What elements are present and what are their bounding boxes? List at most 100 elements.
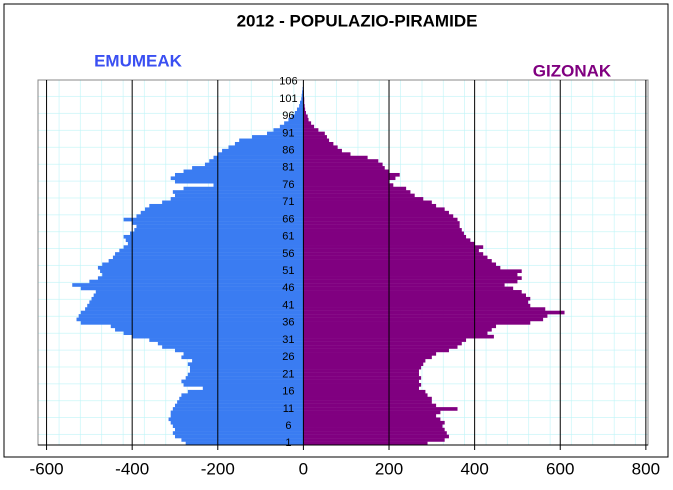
bar xyxy=(303,142,333,146)
x-tick-label: 600 xyxy=(546,459,574,478)
bar xyxy=(303,362,423,366)
bar xyxy=(303,342,461,346)
age-label: 61 xyxy=(282,231,294,243)
x-tick-label: 400 xyxy=(460,459,488,478)
bar xyxy=(92,297,304,301)
bar xyxy=(77,318,304,322)
bar xyxy=(303,204,436,208)
bar xyxy=(303,214,453,218)
bar xyxy=(303,139,329,143)
bar xyxy=(171,421,304,425)
bar xyxy=(297,108,303,112)
bar xyxy=(303,249,479,253)
bar xyxy=(303,318,543,322)
bar xyxy=(303,438,444,442)
bar xyxy=(303,345,457,349)
bar xyxy=(79,314,304,318)
age-label: 1 xyxy=(285,437,291,449)
age-label: 91 xyxy=(282,127,294,139)
bar xyxy=(303,373,419,377)
bar xyxy=(124,245,304,249)
bar xyxy=(303,190,410,194)
bar xyxy=(303,225,459,229)
bar xyxy=(303,407,457,411)
bar xyxy=(303,359,425,363)
bar xyxy=(303,435,449,439)
bar xyxy=(303,424,442,428)
bar xyxy=(303,366,421,370)
legend-men: GIZONAK xyxy=(533,61,612,80)
bar xyxy=(111,324,304,328)
x-tick-label: 200 xyxy=(375,459,403,478)
bar xyxy=(173,424,304,428)
bar xyxy=(303,183,393,187)
age-label: 86 xyxy=(282,144,294,156)
bar xyxy=(303,297,530,301)
bar xyxy=(115,252,303,256)
bar xyxy=(81,311,304,315)
bar xyxy=(303,173,399,177)
bar xyxy=(303,228,461,232)
chart-title: 2012 - POPULAZIO-PIRAMIDE xyxy=(237,11,478,30)
bar xyxy=(300,101,303,105)
bar xyxy=(303,159,378,163)
bar xyxy=(303,390,425,394)
bar xyxy=(303,218,457,222)
bar xyxy=(303,176,395,180)
bar xyxy=(303,232,464,236)
bar xyxy=(303,132,324,136)
age-label: 21 xyxy=(282,368,294,380)
bar xyxy=(303,293,526,297)
bar xyxy=(303,335,493,339)
x-tick-label: 0 xyxy=(299,459,308,478)
bar xyxy=(303,276,521,280)
bar xyxy=(303,338,466,342)
bar xyxy=(87,304,303,308)
age-label: 51 xyxy=(282,265,294,277)
age-label: 101 xyxy=(279,93,297,105)
bar xyxy=(303,307,545,311)
bar xyxy=(303,166,384,170)
bar xyxy=(303,417,440,421)
bar xyxy=(303,269,521,273)
age-label: 46 xyxy=(282,282,294,294)
bar xyxy=(303,383,421,387)
bar xyxy=(72,283,303,287)
age-label: 76 xyxy=(282,179,294,191)
bar xyxy=(303,393,427,397)
bar xyxy=(303,211,449,215)
bar xyxy=(303,125,314,129)
bar xyxy=(303,273,517,277)
bar xyxy=(303,118,308,122)
legend-women: EMUMEAK xyxy=(94,51,183,70)
bar xyxy=(303,352,436,356)
bar xyxy=(303,266,500,270)
bar xyxy=(89,280,303,284)
bar xyxy=(303,380,419,384)
bar xyxy=(303,397,431,401)
bar xyxy=(175,435,303,439)
x-tick-label: -200 xyxy=(201,459,235,478)
bar xyxy=(303,221,459,225)
bar xyxy=(303,331,487,335)
bar xyxy=(128,242,304,246)
bar xyxy=(303,152,350,156)
bar xyxy=(98,276,303,280)
bar xyxy=(295,111,304,115)
bar xyxy=(124,235,304,239)
bar xyxy=(303,187,406,191)
bar xyxy=(303,163,382,167)
bar xyxy=(124,218,304,222)
bar xyxy=(303,376,421,380)
bar xyxy=(119,249,303,253)
bar xyxy=(303,263,496,267)
bar xyxy=(303,252,483,256)
bar xyxy=(303,290,521,294)
age-label: 6 xyxy=(285,420,291,432)
bar xyxy=(81,321,304,325)
bar xyxy=(136,225,303,229)
bar xyxy=(303,256,487,260)
bar xyxy=(303,280,517,284)
age-label: 11 xyxy=(283,403,294,415)
